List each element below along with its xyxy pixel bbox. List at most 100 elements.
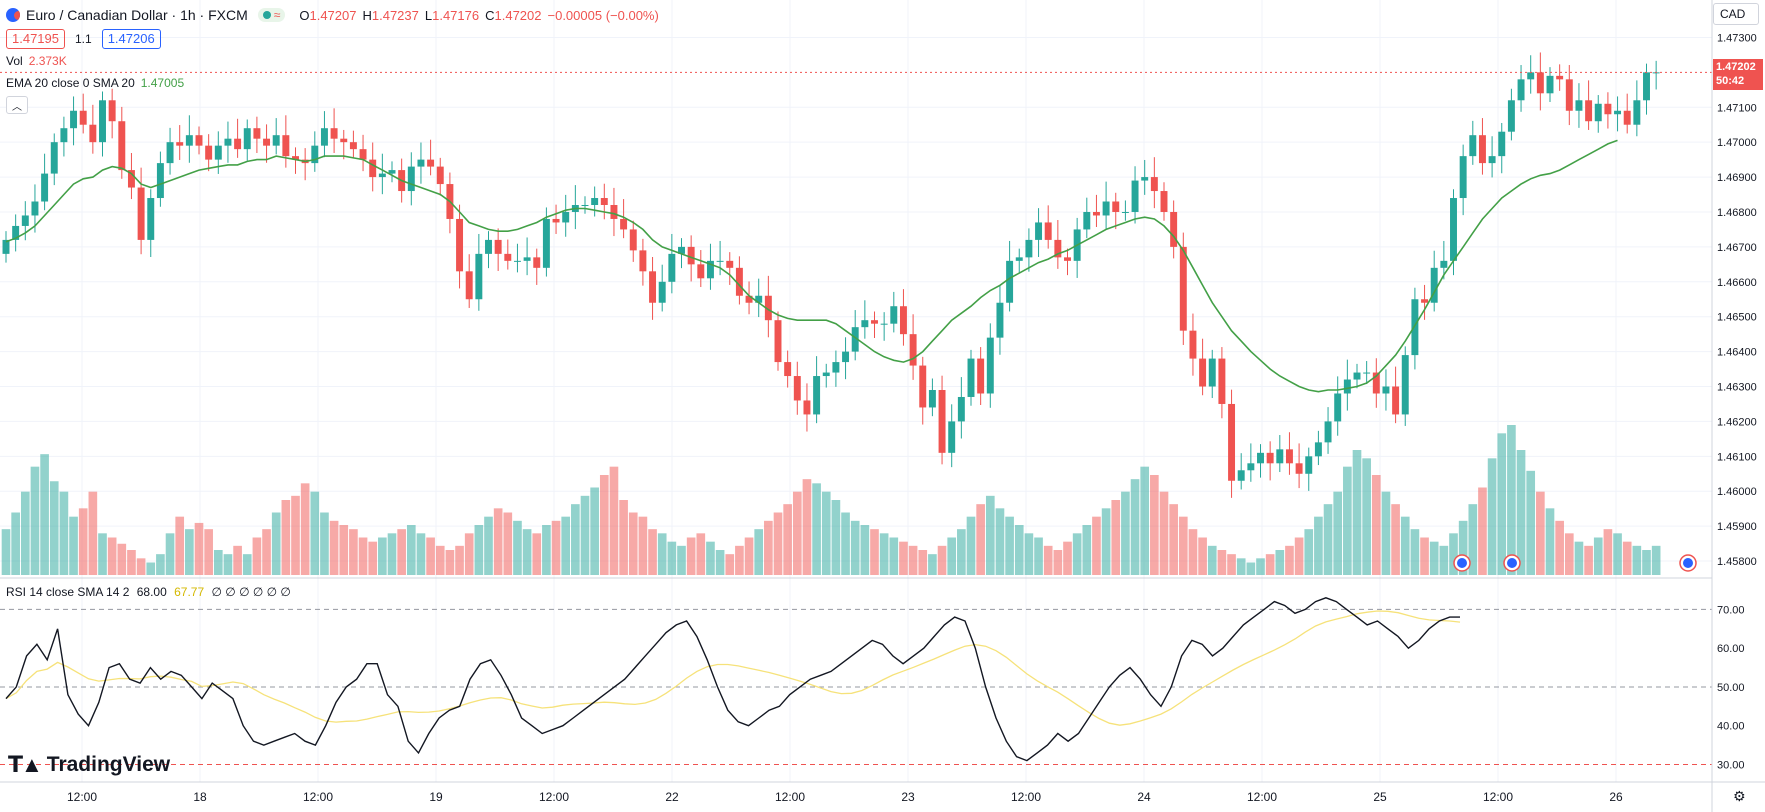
volume-bar bbox=[1053, 550, 1063, 575]
volume-bar bbox=[995, 508, 1005, 575]
candle-body bbox=[1208, 358, 1216, 387]
chevron-up-icon[interactable]: ︿ bbox=[6, 96, 28, 114]
candle-body bbox=[388, 170, 396, 174]
candle-body bbox=[320, 128, 328, 146]
candle-body bbox=[1305, 456, 1313, 474]
candle-body bbox=[1459, 156, 1467, 199]
volume-bar bbox=[435, 545, 445, 575]
candle-body bbox=[311, 145, 319, 164]
price-tick-label: 1.45800 bbox=[1717, 556, 1757, 568]
volume-bar bbox=[928, 554, 937, 575]
volume-bar bbox=[1584, 545, 1593, 575]
candle-body bbox=[1334, 393, 1342, 422]
candle-body bbox=[600, 198, 608, 205]
price-tick-label: 1.46000 bbox=[1717, 486, 1757, 498]
ema-legend[interactable]: EMA 20 close 0 SMA 20 1.47005 bbox=[6, 72, 665, 94]
candle-body bbox=[1228, 403, 1236, 481]
volume-bar bbox=[1236, 558, 1246, 575]
volume-bar bbox=[667, 541, 677, 575]
candle-body bbox=[513, 260, 521, 262]
candle-body bbox=[842, 351, 850, 363]
candle-body bbox=[407, 166, 415, 192]
candle-body bbox=[137, 187, 145, 240]
gear-icon[interactable]: ⚙ bbox=[1733, 788, 1746, 804]
time-tick-label: 25 bbox=[1373, 790, 1387, 804]
currency-selector[interactable]: CAD bbox=[1713, 3, 1759, 25]
rsi-tick-label: 40.00 bbox=[1717, 721, 1745, 733]
volume-bar bbox=[503, 512, 513, 575]
volume-bar bbox=[252, 537, 262, 575]
volume-bar bbox=[850, 520, 860, 575]
candle-body bbox=[1353, 372, 1361, 380]
candle-body bbox=[427, 159, 435, 167]
candle-body bbox=[832, 362, 840, 373]
candle-body bbox=[822, 372, 830, 377]
candle-body bbox=[1478, 135, 1486, 164]
market-status[interactable]: ≈ bbox=[257, 8, 286, 22]
candle-body bbox=[263, 138, 271, 146]
volume-bar bbox=[522, 529, 532, 575]
volume-bar bbox=[378, 537, 387, 575]
price-tick-label: 1.45900 bbox=[1717, 521, 1757, 533]
candle-body bbox=[349, 142, 357, 150]
candle-body bbox=[928, 390, 936, 408]
price-tick-label: 1.46700 bbox=[1717, 242, 1757, 254]
candle-body bbox=[1054, 239, 1062, 258]
candle-body bbox=[1314, 442, 1322, 457]
volume-bar bbox=[406, 525, 416, 575]
volume-bar bbox=[136, 558, 146, 575]
candle-body bbox=[1150, 177, 1158, 192]
volume-bar bbox=[1468, 504, 1478, 575]
price-axis[interactable]: 1.47300 1.47100 1.47000 1.46900 1.46800 1.467… bbox=[1717, 32, 1757, 568]
price-tick-label: 1.47100 bbox=[1717, 102, 1757, 114]
rsi-tick-label: 60.00 bbox=[1717, 643, 1745, 655]
volume-bar bbox=[879, 533, 889, 575]
candle-body bbox=[658, 281, 666, 303]
buy-price-button[interactable]: 1.47206 bbox=[101, 29, 161, 49]
candle-body bbox=[214, 145, 222, 160]
candle-body bbox=[735, 267, 743, 296]
candle-body bbox=[1343, 379, 1351, 394]
time-tick-label: 12:00 bbox=[67, 790, 97, 804]
volume-bar bbox=[1092, 516, 1101, 575]
candle-body bbox=[610, 205, 618, 219]
candle-body bbox=[1421, 299, 1429, 303]
candle-body bbox=[986, 337, 994, 394]
economic-event-dot bbox=[1507, 558, 1517, 568]
ohlc-change: −0.00005 (−0.00%) bbox=[547, 7, 659, 23]
volume-bar bbox=[185, 529, 194, 575]
volume-bar bbox=[281, 500, 291, 575]
volume-bar bbox=[484, 516, 493, 575]
time-axis[interactable]: 12:00 18 12:00 19 12:00 22 12:00 23 12:00 24 12:00… bbox=[67, 790, 1623, 804]
candle-body bbox=[494, 239, 502, 254]
volume-bar bbox=[706, 541, 715, 575]
candle-body bbox=[1237, 470, 1245, 481]
volume-bar bbox=[889, 537, 899, 575]
volume-bar bbox=[1632, 545, 1642, 575]
rsi-placeholders: ∅ ∅ ∅ ∅ ∅ ∅ bbox=[211, 585, 291, 599]
volume-bar bbox=[841, 512, 850, 575]
candle-body bbox=[1594, 103, 1602, 122]
sell-price-button[interactable]: 1.47195 bbox=[6, 29, 65, 49]
symbol-title[interactable]: Euro / Canadian Dollar · 1h · FXCM bbox=[26, 7, 248, 23]
candle-body bbox=[977, 358, 985, 394]
candle-body bbox=[330, 128, 338, 139]
tradingview-logo[interactable]: 𝗧▲ TradingView bbox=[8, 752, 170, 778]
candle-body bbox=[871, 320, 878, 324]
volume-bar bbox=[1497, 433, 1507, 575]
volume-bar bbox=[1507, 425, 1516, 575]
candle-body bbox=[861, 320, 869, 328]
rsi-legend[interactable]: RSI 14 close SMA 14 2 68.00 67.77 ∅ ∅ ∅ … bbox=[6, 585, 291, 599]
candle-body bbox=[1064, 257, 1071, 261]
volume-legend[interactable]: Vol 2.373K bbox=[6, 50, 665, 72]
economic-events[interactable] bbox=[1453, 554, 1697, 572]
volume-bar bbox=[320, 512, 329, 575]
candle-body bbox=[1035, 222, 1043, 240]
eur-cad-flag-icon bbox=[6, 8, 20, 22]
volume-bar bbox=[1487, 458, 1497, 575]
candle-body bbox=[243, 128, 251, 150]
rsi-axis[interactable]: 70.00 60.00 50.00 40.00 30.00 bbox=[1717, 604, 1745, 771]
volume-bar bbox=[310, 491, 320, 575]
volume-bar bbox=[870, 529, 879, 575]
